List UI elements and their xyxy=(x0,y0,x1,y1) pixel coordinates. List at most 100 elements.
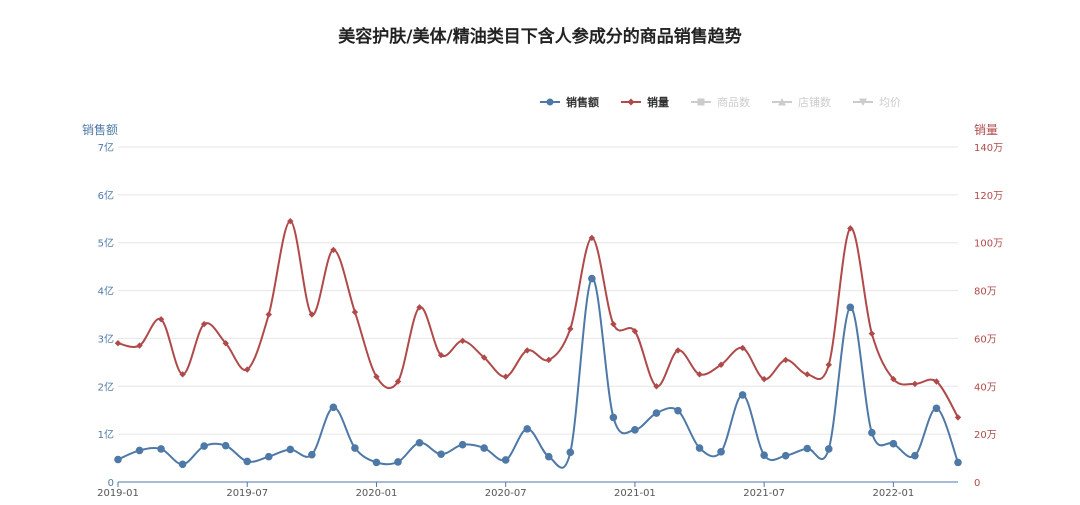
data-point-sales-amount xyxy=(674,406,682,415)
y-left-tick-label: 7亿 xyxy=(98,141,114,154)
data-point-sales-amount xyxy=(415,438,424,447)
data-point-sales-amount xyxy=(846,303,855,312)
data-point-sales-amount xyxy=(824,445,833,453)
data-point-sales-amount xyxy=(372,458,381,467)
data-point-sales-volume xyxy=(739,344,746,352)
data-point-sales-volume xyxy=(330,246,337,254)
data-point-sales-amount xyxy=(954,458,962,467)
data-point-sales-amount xyxy=(566,448,575,457)
x-tick-label: 2021-07 xyxy=(743,488,785,499)
data-point-sales-volume xyxy=(480,354,488,361)
legend-label: 均价 xyxy=(879,96,901,109)
legend-item-store-count[interactable]: 店铺数 xyxy=(772,94,831,110)
data-point-sales-volume xyxy=(351,308,359,316)
data-point-sales-volume xyxy=(114,340,122,347)
y-right-tick-label: 100万 xyxy=(974,239,1003,250)
data-point-sales-amount xyxy=(243,457,252,466)
data-point-sales-volume xyxy=(911,380,919,388)
data-point-sales-volume xyxy=(653,383,660,390)
data-point-sales-volume xyxy=(933,378,940,385)
data-point-sales-volume xyxy=(782,356,789,364)
legend-item-average-price[interactable]: 均价 xyxy=(853,94,901,110)
data-point-sales-volume xyxy=(265,311,272,318)
data-point-sales-volume xyxy=(804,371,811,378)
y-left-tick-label: 1亿 xyxy=(98,428,114,441)
x-tick-label: 2021-01 xyxy=(614,488,656,499)
data-point-sales-amount xyxy=(738,391,747,399)
data-point-sales-amount xyxy=(631,426,639,434)
data-point-sales-volume xyxy=(610,320,617,328)
data-point-sales-volume xyxy=(244,366,251,373)
y-left-tick-label: 4亿 xyxy=(98,285,114,298)
data-point-sales-amount xyxy=(135,446,144,455)
data-point-sales-amount xyxy=(760,451,768,460)
data-point-sales-volume xyxy=(502,373,509,380)
legend-item-sales-volume[interactable]: 销量 xyxy=(621,94,669,110)
y-right-tick-label: 0 xyxy=(974,478,980,489)
data-point-sales-volume xyxy=(222,340,229,347)
data-point-sales-amount xyxy=(178,460,187,469)
data-point-sales-amount xyxy=(609,413,618,422)
x-tick-label: 2019-01 xyxy=(97,488,139,499)
data-point-sales-amount xyxy=(889,439,898,448)
data-point-sales-volume xyxy=(179,371,186,378)
data-point-sales-amount xyxy=(911,451,919,460)
data-point-sales-amount xyxy=(501,456,510,464)
data-point-sales-volume xyxy=(524,347,531,354)
y-left-tick-label: 6亿 xyxy=(98,189,114,202)
data-point-sales-volume xyxy=(200,320,208,328)
x-tick-label: 2020-07 xyxy=(485,488,527,499)
data-point-sales-amount xyxy=(286,445,295,454)
data-point-sales-volume xyxy=(394,378,402,385)
data-point-sales-volume xyxy=(567,325,574,333)
legend-item-product-count[interactable]: 商品数 xyxy=(691,94,750,110)
data-point-sales-amount xyxy=(329,403,338,412)
legend-circle-marker-icon xyxy=(540,98,560,106)
data-point-sales-volume xyxy=(760,375,768,383)
data-point-sales-amount xyxy=(264,452,273,461)
legend-square-marker-icon xyxy=(691,98,711,106)
legend-label: 店铺数 xyxy=(798,96,831,109)
legend-diamond-marker-icon xyxy=(621,98,641,106)
data-point-sales-volume xyxy=(545,356,552,364)
data-point-sales-volume xyxy=(287,217,294,225)
data-point-sales-amount xyxy=(717,448,725,456)
x-tick-label: 2020-01 xyxy=(356,488,398,499)
y-right-tick-label: 60万 xyxy=(974,334,997,345)
data-point-sales-volume xyxy=(954,414,962,421)
data-point-sales-volume xyxy=(157,316,165,323)
legend-item-sales-amount[interactable]: 销售额 xyxy=(540,94,599,110)
data-point-sales-amount xyxy=(458,440,467,449)
legend-triangle-down-marker-icon xyxy=(853,98,873,106)
y-left-tick-label: 2亿 xyxy=(98,380,114,393)
y-left-tick-label: 3亿 xyxy=(98,332,114,345)
data-point-sales-volume xyxy=(136,342,143,349)
y-right-tick-label: 40万 xyxy=(974,382,997,393)
data-point-sales-amount xyxy=(588,274,596,283)
data-point-sales-amount xyxy=(200,442,208,450)
data-point-sales-volume xyxy=(459,337,466,345)
data-point-sales-volume xyxy=(825,361,832,368)
data-point-sales-amount xyxy=(221,441,230,450)
data-point-sales-volume xyxy=(868,330,876,337)
chart-legend: 销售额 销量 商品数 店铺数 xyxy=(540,93,923,111)
y-right-tick-label: 120万 xyxy=(974,191,1003,202)
data-point-sales-volume xyxy=(373,373,380,380)
data-point-sales-amount xyxy=(803,444,812,453)
y-left-tick-label: 5亿 xyxy=(98,237,114,250)
data-point-sales-volume xyxy=(717,361,725,368)
data-point-sales-volume xyxy=(890,375,897,383)
data-point-sales-amount xyxy=(932,404,941,413)
data-point-sales-amount xyxy=(114,455,122,464)
data-point-sales-volume xyxy=(674,347,682,354)
data-point-sales-amount xyxy=(437,450,445,459)
y-left-tick-label: 0 xyxy=(108,478,114,489)
data-point-sales-amount xyxy=(781,451,790,460)
data-point-sales-amount xyxy=(544,452,553,461)
data-point-sales-amount xyxy=(157,445,165,453)
legend-label: 销量 xyxy=(647,96,669,109)
legend-label: 商品数 xyxy=(717,96,750,109)
data-point-sales-amount xyxy=(308,450,316,459)
series-line-sales-volume xyxy=(117,220,959,418)
